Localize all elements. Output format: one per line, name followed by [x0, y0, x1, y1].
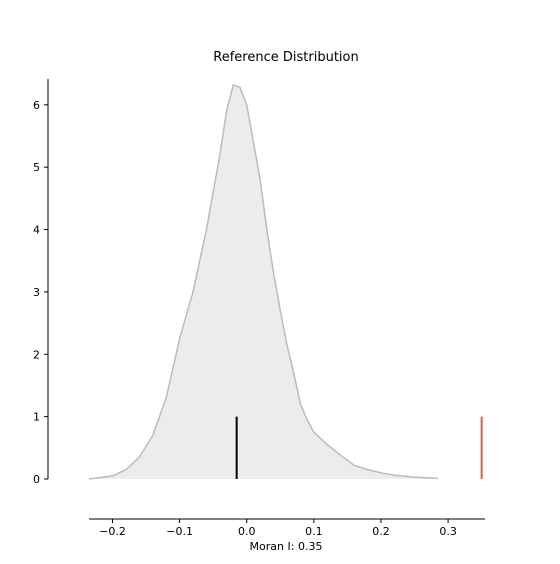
y-tick-label: 5: [33, 161, 40, 174]
y-tick-label: 1: [33, 411, 40, 424]
y-tick-label: 4: [33, 224, 40, 237]
plot-layer: [88, 83, 483, 480]
kde-curve: [88, 83, 439, 480]
x-tick-label: 0.2: [372, 525, 390, 538]
x-tick-label: 0.0: [238, 525, 256, 538]
y-tick-label: 6: [33, 99, 40, 112]
x-tick-label: −0.1: [166, 525, 193, 538]
kde-fill-area: [89, 84, 439, 480]
y-tick-label: 3: [33, 286, 40, 299]
x-tick-label: 0.1: [305, 525, 323, 538]
chart-title: Reference Distribution: [213, 50, 358, 65]
y-tick-label: 0: [33, 473, 40, 486]
y-tick-label: 2: [33, 348, 40, 361]
axes-layer: 0 1 2 3 4 5 6 −0.2 −0.1 0.0 0.1 0.2 0.3: [33, 79, 485, 538]
x-tick-label: 0.3: [439, 525, 457, 538]
x-tick-label: −0.2: [99, 525, 126, 538]
x-axis-label: Moran I: 0.35: [250, 540, 323, 553]
